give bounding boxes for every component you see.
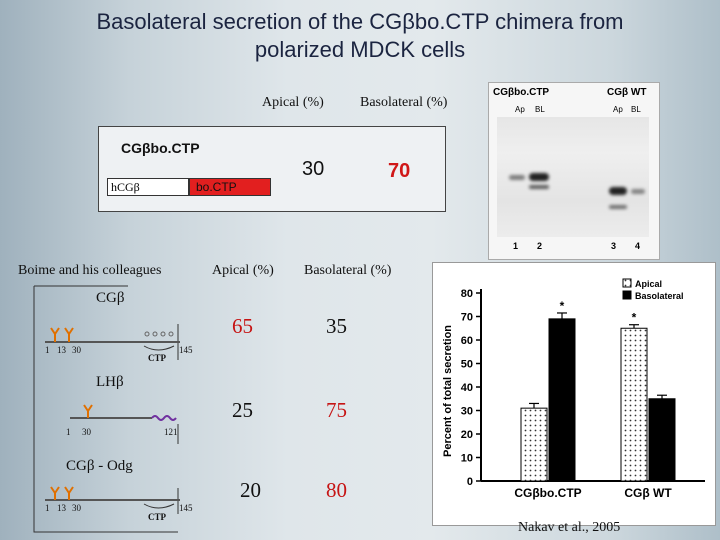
y-tick-label: 20	[461, 429, 473, 441]
row-cgb-odg-pos-145: 145	[179, 503, 193, 513]
n-glycan-icon	[50, 327, 74, 342]
gel-lane-bl-1: BL	[535, 105, 545, 114]
ctp-brace	[143, 503, 175, 509]
boctp-segment-label: bo.CTP	[196, 180, 237, 194]
top-basolateral-value: 70	[388, 160, 411, 182]
gel-band	[631, 189, 645, 194]
n-glycan-icon	[50, 486, 74, 500]
row-lhb-diagram	[70, 404, 177, 421]
y-tick-label: 10	[461, 453, 473, 465]
gel-label-chimera: CGβbo.CTP	[493, 87, 550, 98]
row-lhb-pos-30: 30	[82, 427, 91, 437]
row-cgb-pos-145: 145	[179, 345, 193, 355]
bar-basolateral-0	[548, 318, 576, 482]
row-cgb-odg-ctp-label: CTP	[148, 512, 166, 522]
row-cgb-odg-pos-1: 1	[45, 503, 50, 513]
boime-basolateral-header: Basolateral (%)	[304, 263, 392, 278]
x-category-label: CGβ WT	[624, 486, 672, 500]
row-cgb-odg-apical: 20	[240, 478, 261, 502]
significance-mark: *	[632, 311, 637, 325]
y-tick-label: 50	[461, 359, 473, 371]
row-cgb-odg-pos-30: 30	[72, 503, 81, 513]
gel-band	[609, 205, 627, 209]
construct-box	[98, 126, 446, 212]
row-cgb-apical: 65	[232, 314, 253, 338]
top-basolateral-header: Basolateral (%)	[360, 95, 448, 110]
lhb-tail-icon	[151, 415, 177, 421]
slide-title-line1: Basolateral secretion of the CGβbo.CTP c…	[96, 9, 624, 34]
gel-lanes-area	[497, 117, 649, 237]
bar-apical-1	[620, 327, 648, 482]
row-cgb-pos-30: 30	[72, 345, 81, 355]
legend-label-apical: Apical	[635, 279, 662, 289]
y-tick-label: 30	[461, 406, 473, 418]
o-glycan-icon	[144, 331, 174, 337]
legend-swatch-basolateral	[622, 290, 632, 300]
chart-axes: 0 10 20 30 40 50 60 70 80 CGβbo.CTP CGβ WT	[461, 288, 705, 500]
gel-lane-number-2: 2	[537, 241, 543, 251]
western-blot-gel: CGβbo.CTP CGβ WT Ap BL Ap BL 1 2 3 4	[488, 82, 660, 260]
gel-lane-number-4: 4	[635, 241, 641, 251]
boctp-segment: bo.CTP	[189, 178, 271, 196]
hcgb-segment-label: hCGβ	[111, 180, 140, 194]
gel-band	[509, 175, 525, 180]
row-cgb-basolateral: 35	[326, 314, 347, 338]
bar-basolateral-1	[648, 398, 676, 482]
ctp-brace	[143, 345, 175, 351]
row-cgb-ctp-label: CTP	[148, 353, 166, 363]
row-cgb-odg-pos-13: 13	[57, 503, 66, 513]
row-lhb-pos-121: 121	[164, 427, 178, 437]
y-tick-label: 40	[461, 382, 473, 394]
row-cgb-name: CGβ	[96, 290, 125, 306]
y-tick-label: 80	[461, 288, 473, 300]
gel-label-wt: CGβ WT	[607, 87, 647, 98]
hcgb-segment: hCGβ	[107, 178, 189, 196]
x-category-label: CGβbo.CTP	[514, 486, 581, 500]
slide-title-line2: polarized MDCK cells	[254, 37, 466, 62]
y-tick-label: 0	[467, 476, 473, 488]
bar-apical-0	[520, 407, 548, 482]
legend-label-basolateral: Basolateral	[635, 291, 684, 301]
top-apical-header: Apical (%)	[262, 95, 324, 110]
slide-title: Basolateral secretion of the CGβbo.CTP c…	[0, 8, 720, 64]
gel-lane-number-1: 1	[513, 241, 519, 251]
gel-lane-ap-1: Ap	[515, 105, 525, 114]
gel-lane-ap-2: Ap	[613, 105, 623, 114]
row-cgb-pos-1: 1	[45, 345, 50, 355]
legend-swatch-apical	[622, 278, 632, 288]
n-glycan-icon	[83, 404, 93, 418]
boime-source-label: Boime and his colleagues	[18, 263, 162, 278]
y-tick-label: 60	[461, 335, 473, 347]
row-cgb-odg-basolateral: 80	[326, 478, 347, 502]
gel-band	[609, 187, 627, 195]
bar-chart-panel: 0 10 20 30 40 50 60 70 80 CGβbo.CTP CGβ WT * * Perc…	[432, 262, 716, 526]
boime-apical-header: Apical (%)	[212, 263, 274, 278]
chart-y-axis-label: Percent of total secretion	[442, 325, 454, 457]
top-apical-value: 30	[302, 158, 325, 180]
construct-label: CGβbo.CTP	[121, 140, 200, 156]
row-lhb-apical: 25	[232, 398, 253, 422]
row-cgb-pos-13: 13	[57, 345, 66, 355]
gel-lane-number-3: 3	[611, 241, 617, 251]
chart-legend: Apical Basolateral	[622, 278, 684, 301]
chart-bars: **	[520, 299, 676, 482]
row-lhb-basolateral: 75	[326, 398, 347, 422]
y-tick-label: 70	[461, 312, 473, 324]
row-lhb-pos-1: 1	[66, 427, 71, 437]
row-lhb-name: LHβ	[96, 374, 124, 390]
gel-lane-bl-2: BL	[631, 105, 641, 114]
gel-band	[529, 173, 549, 181]
row-cgb-odg-diagram	[45, 486, 180, 509]
row-cgb-odg-name: CGβ - Odg	[66, 458, 133, 474]
citation: Nakav et al., 2005	[518, 520, 621, 535]
gel-band	[529, 185, 549, 189]
row-cgb-diagram	[45, 327, 180, 351]
significance-mark: *	[560, 299, 565, 313]
